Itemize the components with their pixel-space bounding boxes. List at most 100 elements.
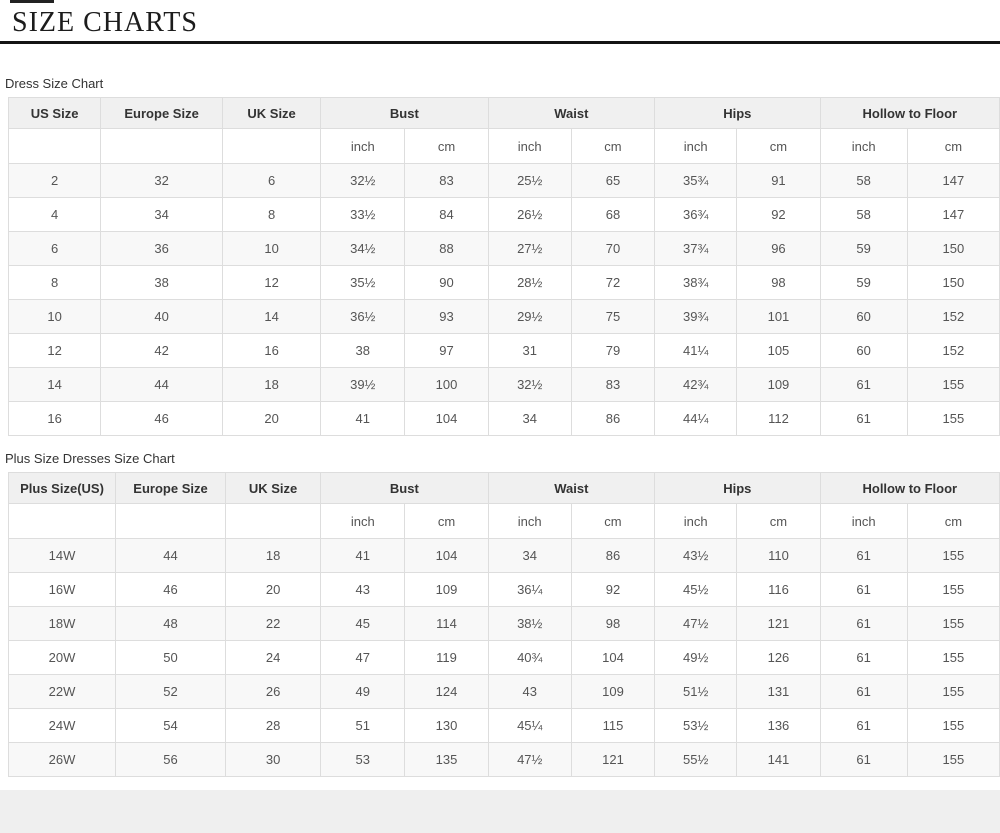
table-cell: 16 — [7, 401, 102, 436]
unit-header-cm: cm — [906, 503, 1000, 539]
table-row: 12 42 16 38 97 31 79 41¼ 105 60 152 — [7, 333, 1000, 368]
table-cell: 31 — [487, 333, 572, 368]
table-row: 14W 44 18 41 104 34 86 43½ 110 61 155 — [7, 538, 1000, 573]
table-cell: 109 — [570, 674, 656, 709]
table-cell: 24 — [225, 640, 322, 675]
table-cell: 98 — [736, 265, 821, 300]
table-cell: 4 — [7, 197, 102, 232]
table-cell: 155 — [906, 640, 1000, 675]
table-cell: 152 — [906, 333, 1000, 368]
table-cell: 61 — [819, 367, 908, 402]
table-cell: 48 — [115, 606, 227, 641]
unit-header-inch: inch — [654, 503, 738, 539]
unit-header-inch: inch — [654, 128, 738, 164]
title-divider — [0, 41, 1000, 44]
table-cell: 93 — [404, 299, 489, 334]
table-cell: 40 — [100, 299, 224, 334]
table-cell: 124 — [404, 674, 489, 709]
unit-header-cm: cm — [570, 503, 656, 539]
column-header-europe-size: Europe Size — [100, 97, 224, 129]
table-cell: 86 — [570, 538, 656, 573]
table-cell: 20 — [222, 401, 322, 436]
table-cell: 18 — [222, 367, 322, 402]
table-cell: 121 — [570, 742, 656, 777]
table-cell: 38 — [320, 333, 406, 368]
unit-header-inch: inch — [487, 503, 572, 539]
column-header-europe-size: Europe Size — [115, 472, 227, 504]
top-edge-artifact — [10, 0, 54, 3]
table-cell: 68 — [570, 197, 656, 232]
table-cell: 61 — [819, 674, 908, 709]
table-cell: 45 — [320, 606, 406, 641]
table-cell: 45¼ — [487, 708, 572, 743]
table-cell: 110 — [736, 538, 821, 573]
table-cell: 32½ — [320, 163, 406, 198]
table-cell: 41 — [320, 401, 406, 436]
table-cell: 104 — [404, 538, 489, 573]
table-cell: 90 — [404, 265, 489, 300]
table-cell: 109 — [404, 572, 489, 607]
table-cell: 2 — [7, 163, 102, 198]
table-row: 16W 46 20 43 109 36¼ 92 45½ 116 61 155 — [7, 572, 1000, 607]
table-row: 10 40 14 36½ 93 29½ 75 39¾ 101 60 152 — [7, 299, 1000, 334]
table-cell: 18 — [225, 538, 322, 573]
table-cell: 40¾ — [487, 640, 572, 675]
table-cell: 53½ — [654, 708, 738, 743]
table-cell: 37¾ — [654, 231, 738, 266]
table-cell: 36¾ — [654, 197, 738, 232]
table-cell: 47½ — [487, 742, 572, 777]
table-cell: 100 — [404, 367, 489, 402]
table-cell: 16 — [222, 333, 322, 368]
table-row: 4 34 8 33½ 84 26½ 68 36¾ 92 58 147 — [7, 197, 1000, 232]
table-cell: 96 — [736, 231, 821, 266]
table-cell: 141 — [736, 742, 821, 777]
table-cell: 35½ — [320, 265, 406, 300]
table-cell: 12 — [7, 333, 102, 368]
table-cell: 43 — [487, 674, 572, 709]
table-cell: 6 — [7, 231, 102, 266]
table-cell: 109 — [736, 367, 821, 402]
unit-header-cm: cm — [736, 503, 821, 539]
table-cell: 35¾ — [654, 163, 738, 198]
table-row: 16 46 20 41 104 34 86 44¼ 112 61 155 — [7, 401, 1000, 436]
table-cell: 46 — [115, 572, 227, 607]
table-cell: 155 — [906, 708, 1000, 743]
table-cell: 34½ — [320, 231, 406, 266]
table-cell: 33½ — [320, 197, 406, 232]
table-cell: 55½ — [654, 742, 738, 777]
table-cell: 105 — [736, 333, 821, 368]
unit-header-empty — [115, 503, 227, 539]
table-cell: 155 — [906, 742, 1000, 777]
table-cell: 26½ — [487, 197, 572, 232]
unit-header-cm: cm — [906, 128, 1000, 164]
table-cell: 97 — [404, 333, 489, 368]
table-cell: 22W — [7, 674, 117, 709]
table-cell: 32 — [100, 163, 224, 198]
table-cell: 29½ — [487, 299, 572, 334]
table-cell: 30 — [225, 742, 322, 777]
table-cell: 150 — [906, 265, 1000, 300]
table-cell: 130 — [404, 708, 489, 743]
table-cell: 115 — [570, 708, 656, 743]
table-cell: 119 — [404, 640, 489, 675]
section-label-plus: Plus Size Dresses Size Chart — [5, 451, 175, 466]
table-row: 26W 56 30 53 135 47½ 121 55½ 141 61 155 — [7, 742, 1000, 777]
table-cell: 25½ — [487, 163, 572, 198]
table-cell: 47 — [320, 640, 406, 675]
column-header-us-size: US Size — [7, 97, 102, 129]
table-cell: 155 — [906, 572, 1000, 607]
table-cell: 126 — [736, 640, 821, 675]
table-cell: 61 — [819, 640, 908, 675]
column-header-hips: Hips — [654, 472, 821, 504]
table-cell: 155 — [906, 674, 1000, 709]
table-cell: 8 — [222, 197, 322, 232]
table-cell: 121 — [736, 606, 821, 641]
unit-header-cm: cm — [736, 128, 821, 164]
table-cell: 41 — [320, 538, 406, 573]
table-row: 18W 48 22 45 114 38½ 98 47½ 121 61 155 — [7, 606, 1000, 641]
table-cell: 44 — [115, 538, 227, 573]
table-cell: 14 — [222, 299, 322, 334]
table-cell: 147 — [906, 163, 1000, 198]
table-cell: 61 — [819, 401, 908, 436]
column-header-uk-size: UK Size — [222, 97, 322, 129]
